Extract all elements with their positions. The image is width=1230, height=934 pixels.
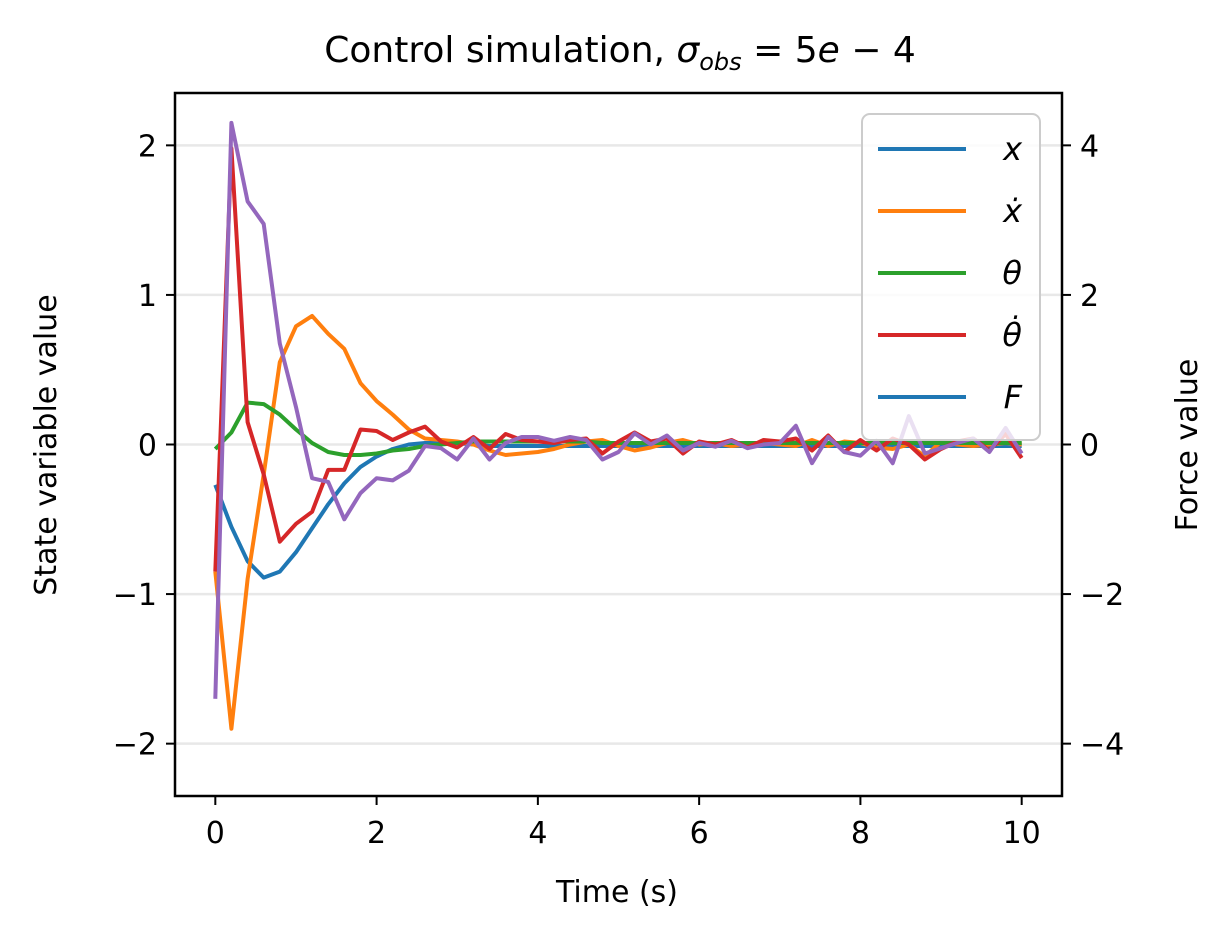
legend-label: x bbox=[1002, 130, 1023, 168]
legend-label: θ bbox=[1002, 254, 1022, 292]
x-tick-label: 4 bbox=[528, 816, 547, 851]
y-tick-label-right: −4 bbox=[1080, 728, 1124, 763]
y-tick-label-left: 1 bbox=[138, 279, 157, 314]
x-tick-label: 2 bbox=[367, 816, 386, 851]
legend-box bbox=[861, 113, 1041, 441]
legend-label: θ̇ bbox=[1002, 315, 1022, 354]
y-tick-label-left: −1 bbox=[113, 578, 157, 613]
series-line-1 bbox=[213, 313, 1022, 731]
series-lines bbox=[213, 120, 1024, 731]
x-tick-label: 10 bbox=[1003, 816, 1041, 851]
y-axis-label-left: State variable value bbox=[29, 294, 64, 595]
chart-title: Control simulation, σobs = 5e − 4 bbox=[324, 30, 915, 76]
x-axis: 0 2 4 6 8 10 bbox=[206, 796, 1041, 851]
y-tick-label-right: 0 bbox=[1080, 429, 1099, 464]
legend: xẋθ θ̇ F bbox=[861, 113, 1041, 441]
x-tick-label: 0 bbox=[206, 816, 225, 851]
y-tick-label-right: 4 bbox=[1080, 129, 1099, 164]
series-line-3 bbox=[213, 146, 1024, 572]
legend-label: ẋ bbox=[1002, 192, 1023, 230]
y-tick-label-left: −2 bbox=[113, 728, 157, 763]
x-tick-label: 6 bbox=[690, 816, 709, 851]
y-tick-label-left: 0 bbox=[138, 429, 157, 464]
series-line-4 bbox=[213, 120, 1024, 699]
y-axis-label-right: Force value bbox=[1170, 359, 1205, 532]
y-tick-label-left: 2 bbox=[138, 129, 157, 164]
y-axis-left: −2 −1 0 1 2 bbox=[113, 129, 175, 763]
y-tick-label-right: −2 bbox=[1080, 578, 1124, 613]
y-axis-right: −4 −2 0 2 4 bbox=[1062, 129, 1124, 763]
legend-label: F bbox=[1004, 378, 1023, 416]
x-tick-label: 8 bbox=[851, 816, 870, 851]
x-axis-label: Time (s) bbox=[555, 875, 678, 910]
y-tick-label-right: 2 bbox=[1080, 279, 1099, 314]
